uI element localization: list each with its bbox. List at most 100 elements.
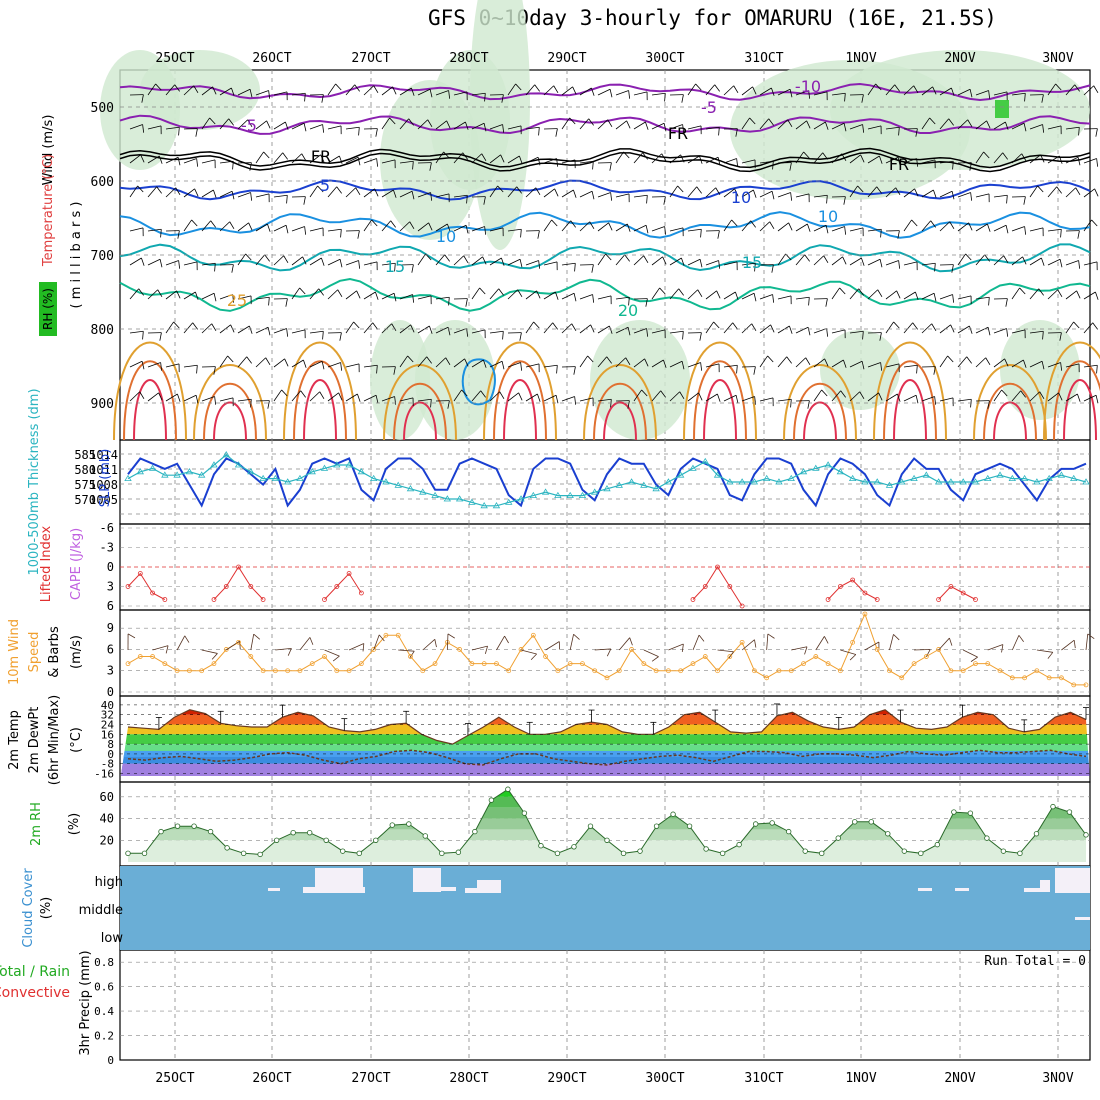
thickness-marker <box>210 461 218 468</box>
barb-shaft <box>1065 260 1079 266</box>
thickness-marker <box>161 471 169 478</box>
warm-contour-loop <box>983 382 1037 441</box>
wind-barb <box>831 226 847 235</box>
wind-barb <box>543 188 559 198</box>
wind-barb <box>561 117 576 130</box>
temp-band <box>120 724 1090 735</box>
barb-flag <box>1073 321 1080 329</box>
barb-flag <box>732 322 738 330</box>
barb-shaft <box>687 83 696 96</box>
barb-shaft <box>867 332 882 334</box>
barb-flag <box>680 154 685 163</box>
slp-label: SLP (mb) <box>98 449 113 508</box>
wind-speed-point <box>837 668 843 674</box>
wind-barb <box>1011 359 1027 368</box>
wind-barb <box>831 287 846 300</box>
barb-shaft <box>669 288 680 300</box>
barb-shaft <box>489 124 503 130</box>
barb-shaft <box>867 289 878 300</box>
barb-flag <box>736 365 738 374</box>
rh2m-point <box>455 849 462 855</box>
barb-shaft <box>165 393 178 402</box>
rh-legend-box <box>39 282 57 336</box>
wind-barb <box>831 92 846 102</box>
surface-barb-flag <box>165 645 169 654</box>
barb-shaft <box>759 355 768 368</box>
wind-barb <box>1029 154 1045 164</box>
wind-speed-point <box>874 647 880 652</box>
surface-wind-barb <box>840 649 857 661</box>
rh2m-point <box>604 837 610 843</box>
barb-flag <box>321 361 325 370</box>
barb-flag <box>231 191 235 200</box>
barb-flag <box>214 263 216 272</box>
wind-speed-point <box>346 668 352 674</box>
wind-barb <box>129 257 145 266</box>
barb-shaft <box>471 122 485 130</box>
barb-flag <box>318 288 324 296</box>
wind-barb <box>417 325 433 334</box>
wind-barb <box>561 292 577 302</box>
barb-shaft <box>165 156 179 164</box>
wind-barb <box>273 298 288 307</box>
barb-shaft <box>687 289 698 300</box>
wind-barb <box>903 364 918 374</box>
barb-shaft <box>867 186 878 198</box>
barb-shaft <box>1047 289 1058 300</box>
barb-flag <box>857 185 864 193</box>
surface-wind-barb <box>275 647 292 656</box>
wind-barb <box>633 121 649 130</box>
barb-flag <box>627 400 630 409</box>
barb-flag <box>952 294 955 303</box>
barb-shaft <box>831 122 845 130</box>
barb-flag <box>409 221 415 230</box>
barb-shaft <box>831 153 842 164</box>
barb-flag <box>392 86 397 95</box>
warm-contour-loop <box>493 360 547 441</box>
thickness-marker <box>308 468 316 475</box>
barb-flag <box>484 93 486 102</box>
barb-shaft <box>237 88 251 96</box>
thickness-marker <box>652 485 660 492</box>
barb-flag <box>159 259 163 268</box>
wind-speed-point <box>322 654 327 659</box>
barb-flag <box>246 356 252 364</box>
wind-barb <box>1047 362 1063 371</box>
barb-shaft <box>885 363 900 368</box>
barb-flag <box>267 400 270 409</box>
barb-flag <box>717 393 721 402</box>
wind-barb <box>669 288 684 300</box>
barb-shaft <box>327 228 342 232</box>
barb-shaft <box>471 92 486 96</box>
barb-shaft <box>579 190 593 198</box>
barb-flag <box>229 221 235 230</box>
surface-barb-flag <box>824 636 829 644</box>
date-label-top: 28OCT <box>449 51 488 66</box>
barb-flag <box>245 253 252 261</box>
barb-flag <box>209 117 216 125</box>
barb-flag <box>610 192 613 201</box>
wind-barb <box>741 189 757 198</box>
surface-barb-flag <box>629 637 633 646</box>
barb-shaft <box>255 400 270 402</box>
barb-shaft <box>795 120 807 130</box>
barb-flag <box>286 91 288 101</box>
wind-barb <box>651 329 666 339</box>
barb-shaft <box>507 332 522 334</box>
barb-flag <box>821 389 828 397</box>
barb-flag <box>717 157 721 166</box>
warm-contour-loop <box>803 401 837 441</box>
wind-barb <box>597 295 612 305</box>
wind-barb <box>1029 257 1045 266</box>
barb-shaft <box>849 227 864 232</box>
barb-shaft <box>219 118 230 130</box>
wind-barb <box>651 226 667 235</box>
barb-shaft <box>147 258 161 266</box>
barb-shaft <box>507 289 518 300</box>
barb-flag <box>645 298 648 307</box>
pressure-tick-label: 900 <box>91 397 114 412</box>
wind-barb <box>921 323 937 334</box>
barb-flag <box>790 399 792 408</box>
wind-barb <box>327 186 342 198</box>
wind-speed-point <box>592 668 598 674</box>
